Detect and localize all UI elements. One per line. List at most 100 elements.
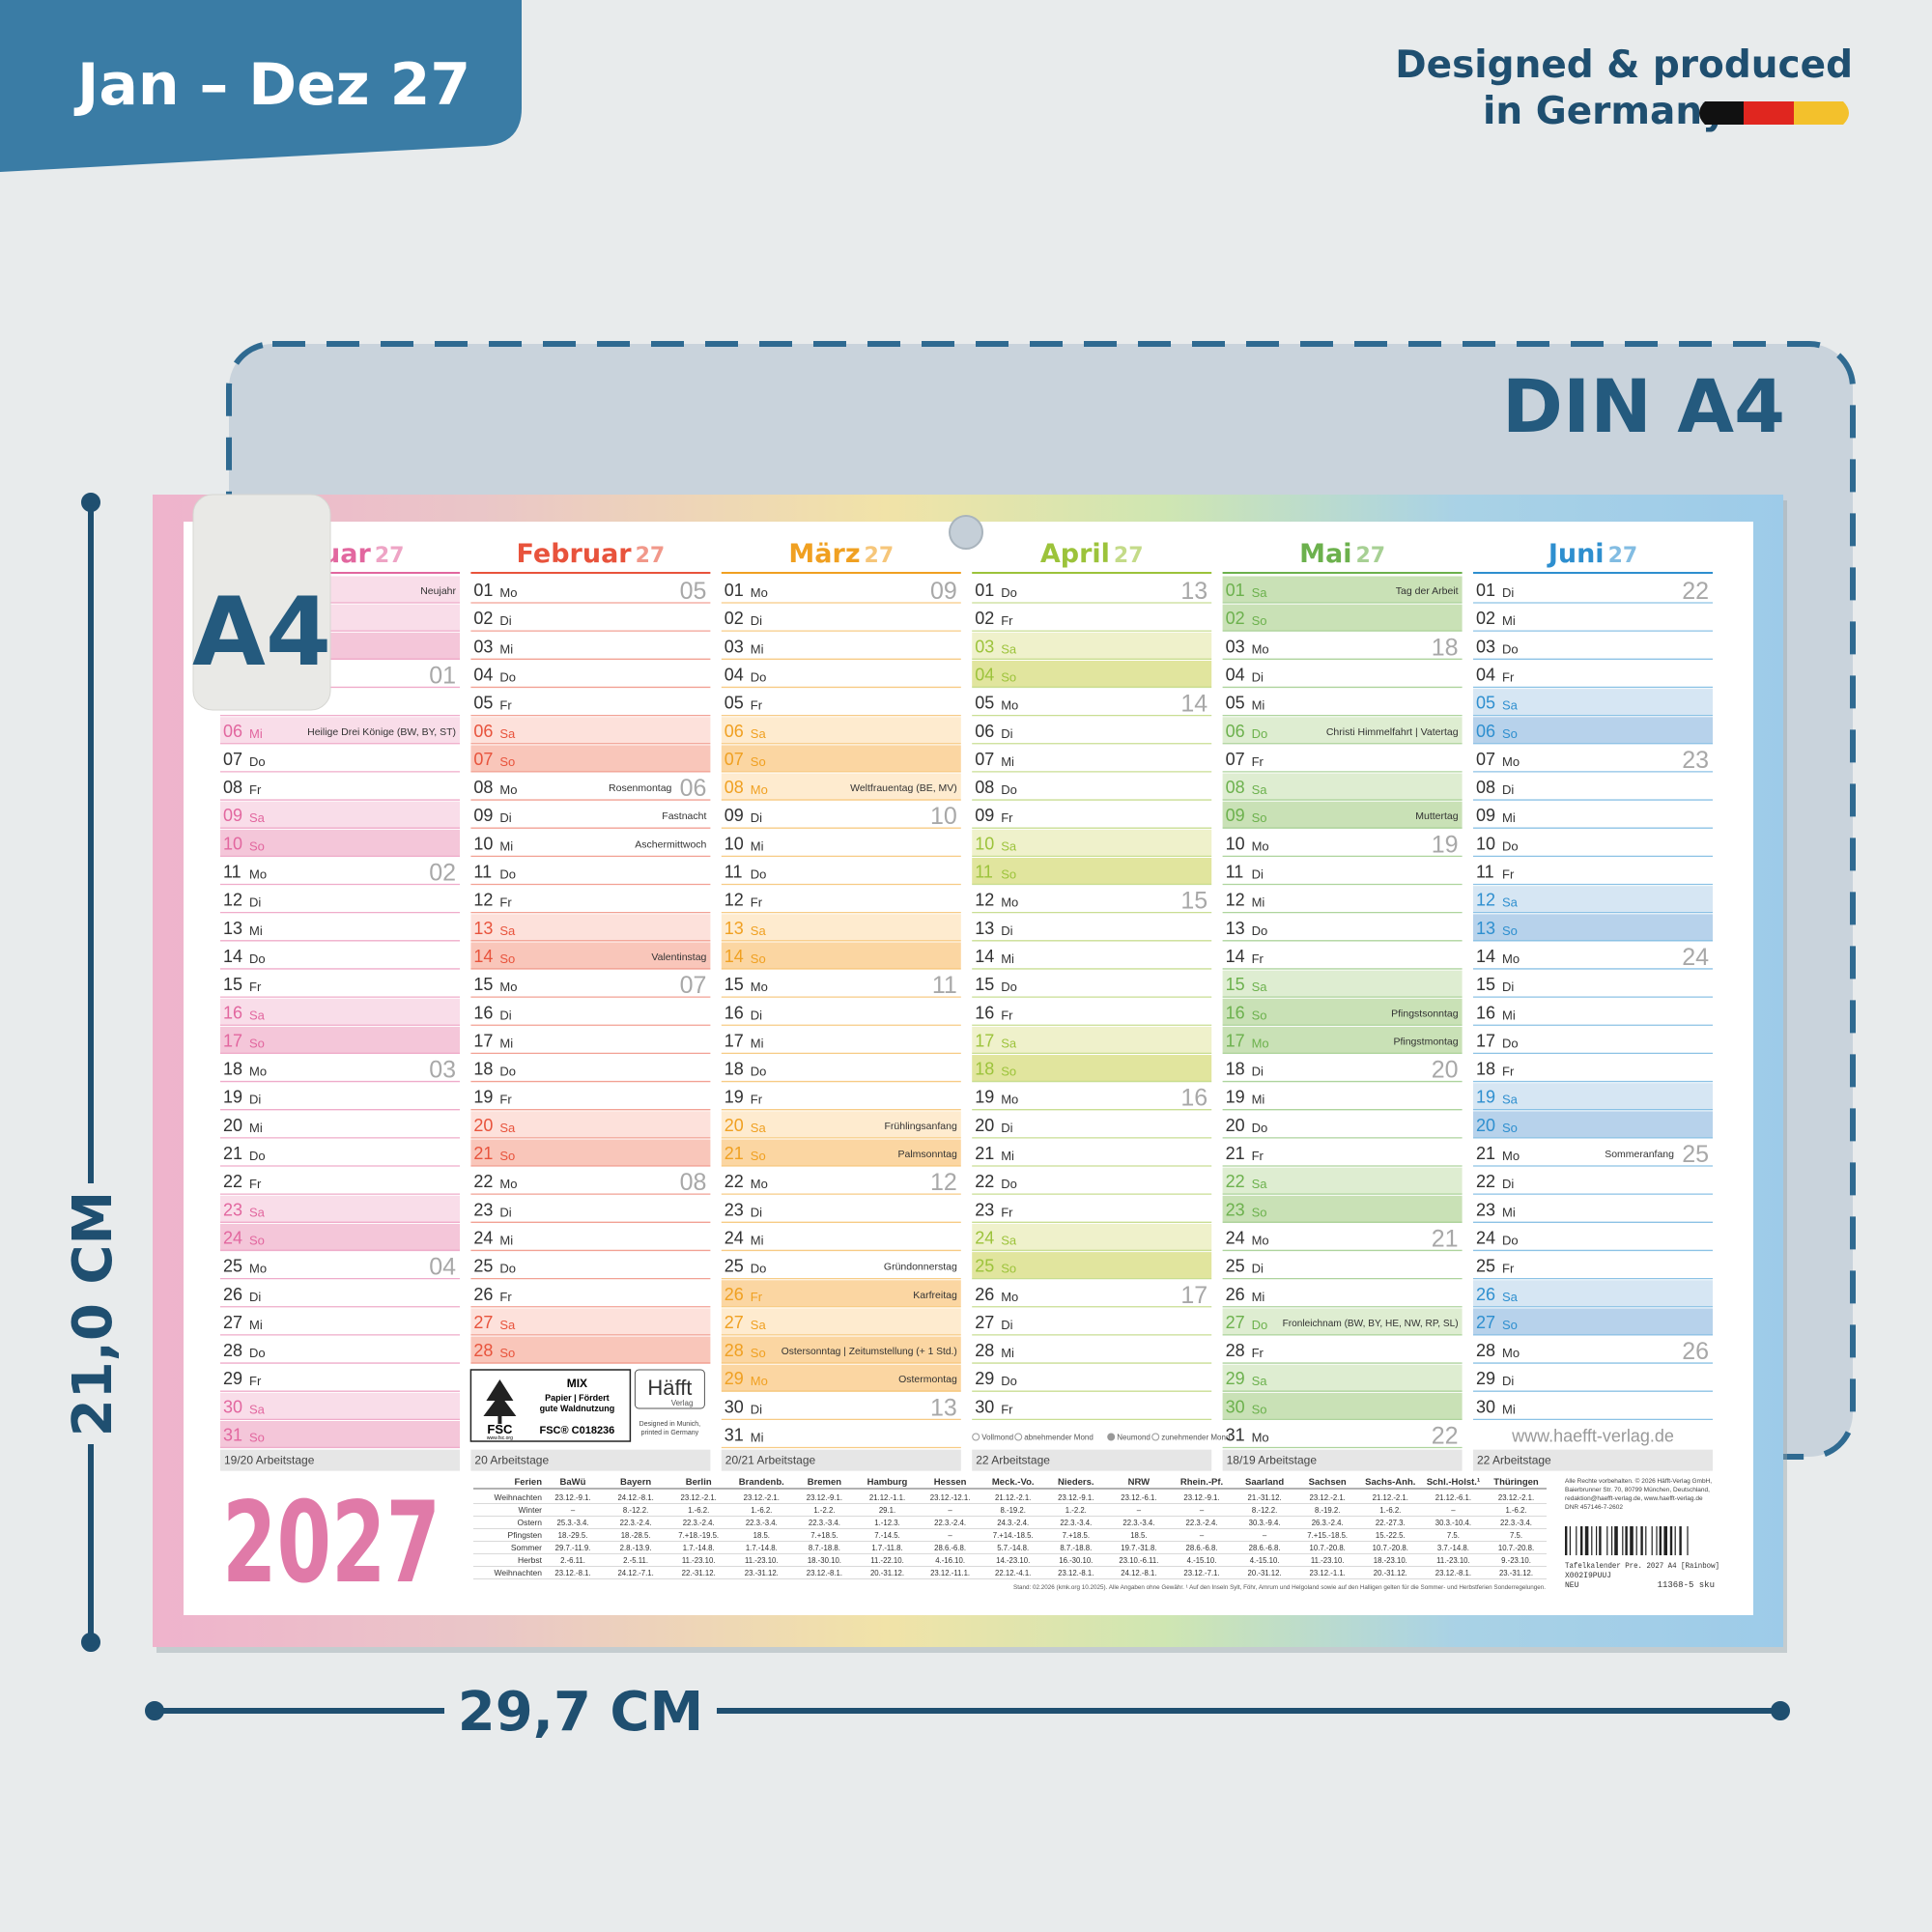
weekday: Do: [499, 1065, 516, 1079]
day-number: 19: [473, 1088, 493, 1107]
day-number: 02: [473, 609, 493, 628]
week-number: 22: [1682, 578, 1709, 605]
day-shade: [220, 717, 460, 744]
weekday: Mi: [499, 838, 513, 853]
table-header: Ferien: [514, 1477, 542, 1488]
weekday: Sa: [499, 923, 516, 938]
table-cell: 8.-19.2.: [1000, 1506, 1025, 1515]
day-number: 16: [223, 1003, 242, 1022]
day-shade: [972, 1223, 1212, 1250]
month-name: Februar: [517, 539, 633, 569]
day-number: 03: [724, 637, 744, 656]
day-number: 02: [1226, 609, 1245, 628]
table-cell: 23.12.-12.1.: [930, 1493, 971, 1502]
week-number: 21: [1432, 1225, 1459, 1252]
table-cell: 21.12.-2.1.: [1373, 1493, 1408, 1502]
table-cell: 20.-31.12.: [1374, 1569, 1407, 1577]
day-shade: [972, 858, 1212, 884]
day-number: 17: [1476, 1031, 1495, 1050]
month-title: April 27: [1040, 539, 1144, 569]
day-number: 24: [1226, 1228, 1245, 1247]
table-cell: 20.-31.12.: [1248, 1569, 1282, 1577]
day-number: 28: [473, 1341, 493, 1360]
day-number: 07: [1476, 750, 1495, 769]
day-number: 06: [724, 722, 744, 741]
holiday: Fastnacht: [662, 810, 706, 822]
table-cell: –: [571, 1506, 576, 1515]
table-row-label: Sommer: [511, 1543, 542, 1552]
table-cell: 22.3.-3.4.: [1060, 1519, 1092, 1527]
workdays-bar: [1222, 1449, 1463, 1471]
day-number: 16: [724, 1003, 744, 1022]
day-number: 17: [473, 1031, 493, 1050]
weekday: Do: [751, 867, 767, 882]
day-shade: [721, 773, 961, 800]
weekday: Fr: [1001, 810, 1013, 825]
barcode-bar: [1611, 1526, 1613, 1555]
day-number: 10: [975, 834, 994, 853]
table-cell: 22.-27.3.: [1376, 1519, 1406, 1527]
day-number: 29: [1226, 1369, 1245, 1388]
weekday: Sa: [1502, 698, 1519, 713]
hanging-hole: [949, 515, 983, 550]
weekday: Mo: [751, 980, 768, 994]
weekday: Di: [751, 1008, 762, 1022]
weekday: Mi: [1502, 810, 1516, 825]
day-number: 08: [1226, 778, 1245, 797]
barcode-title: Tafelkalender Pre. 2027 A4 [Rainbow]: [1565, 1562, 1719, 1571]
workdays-bar: [972, 1449, 1212, 1471]
day-number: 17: [223, 1031, 242, 1050]
table-cell: –: [948, 1506, 952, 1515]
weekday: So: [1252, 1008, 1267, 1022]
fsc-url: www.fsc.org: [487, 1435, 513, 1441]
barcode-sku: 11368-5 sku: [1658, 1580, 1715, 1590]
barcode-bar: [1659, 1526, 1662, 1555]
day-shade: [972, 829, 1212, 856]
day-number: 14: [1226, 947, 1245, 966]
moon-icon: [1151, 1433, 1160, 1441]
week-number: 02: [429, 860, 456, 887]
publisher-note: printed in Germany: [641, 1430, 699, 1436]
weekday: Do: [751, 669, 767, 684]
day-number: 24: [975, 1228, 994, 1247]
holiday: Ostermontag: [898, 1374, 957, 1385]
table-cell: 28.6.-6.8.: [1186, 1544, 1218, 1552]
day-number: 19: [724, 1088, 744, 1107]
weekday: Mi: [1001, 1149, 1014, 1163]
table-cell: 7.+18.5.: [1063, 1531, 1090, 1540]
publisher-note: Designed in Munich,: [639, 1421, 700, 1428]
day-shade: [972, 632, 1212, 659]
day-number: 02: [975, 609, 994, 628]
barcode-bar: [1606, 1526, 1608, 1555]
day-number: 16: [473, 1003, 493, 1022]
table-cell: 1.7.-14.8.: [683, 1544, 715, 1552]
day-shade: [721, 1336, 961, 1363]
table-cell: 30.3.-9.4.: [1249, 1519, 1281, 1527]
weekday: Do: [249, 1346, 266, 1360]
weekday: Mo: [499, 1177, 517, 1191]
day-number: 02: [1476, 609, 1495, 628]
weekday: Sa: [249, 1008, 266, 1022]
day-number: 31: [1226, 1426, 1245, 1445]
workdays-bar: [220, 1449, 460, 1471]
workdays: 20 Arbeitstage: [474, 1454, 549, 1467]
table-cell: 18.5.: [1130, 1531, 1147, 1540]
table-cell: 18.-23.10.: [1374, 1556, 1407, 1565]
weekday: Mo: [499, 782, 517, 797]
day-number: 01: [975, 581, 994, 600]
weekday: So: [751, 1346, 766, 1360]
weekday: Di: [1252, 1065, 1264, 1079]
workdays-bar: [721, 1449, 961, 1471]
day-number: 03: [1476, 637, 1495, 656]
day-shade: [721, 914, 961, 941]
weekday: Mo: [751, 585, 768, 600]
day-shade: [1473, 1083, 1713, 1110]
week-number: 16: [1180, 1085, 1208, 1112]
height-dimension: [81, 493, 100, 1652]
weekday: Sa: [1001, 1036, 1017, 1050]
day-number: 30: [1476, 1397, 1495, 1416]
weekday: Fr: [499, 1290, 512, 1304]
day-number: 26: [473, 1285, 493, 1304]
weekday: Mo: [249, 867, 267, 882]
a4-tab: [192, 494, 331, 711]
